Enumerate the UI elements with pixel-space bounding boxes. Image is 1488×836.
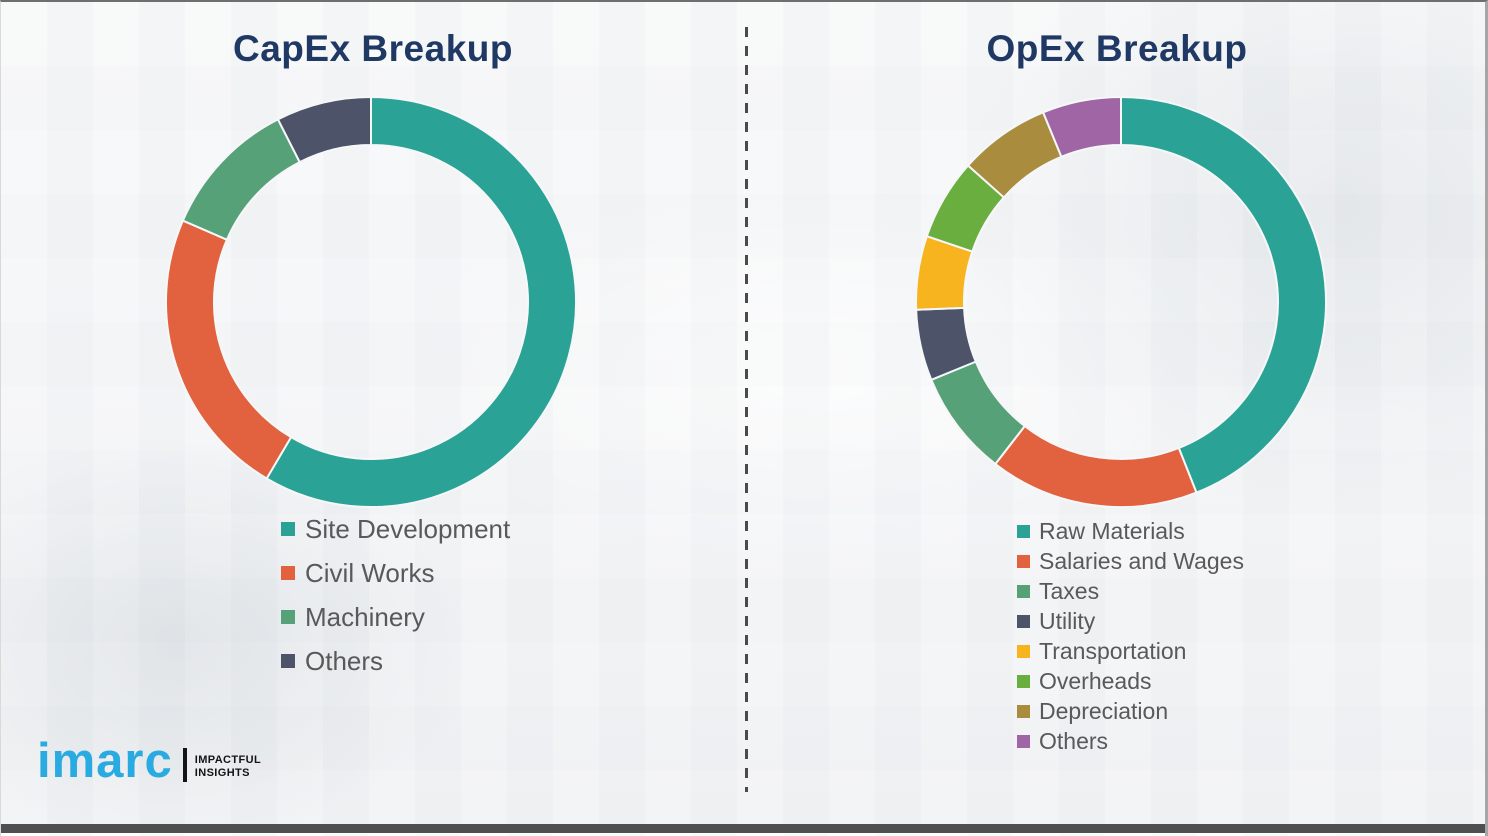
capex-title: CapEx Breakup xyxy=(233,28,513,69)
legend-swatch-others xyxy=(1017,734,1030,748)
legend-label: Transportation xyxy=(1039,638,1187,664)
legend-label: Site Development xyxy=(305,514,511,544)
logo-tagline-line1: IMPACTFUL xyxy=(194,754,262,767)
legend-item-raw-materials: Raw Materials xyxy=(1017,519,1244,543)
imarc-wordmark: imarc xyxy=(37,734,173,788)
legend-item-civil-works: Civil Works xyxy=(281,560,510,586)
legend-label: Salaries and Wages xyxy=(1039,548,1244,574)
donut-segment-machinery xyxy=(181,118,301,241)
capex-panel: CapEx Breakup Site Development Civil Work… xyxy=(1,2,745,824)
legend-label: Taxes xyxy=(1039,578,1100,604)
logo-tagline-line2: INSIGHTS xyxy=(194,767,250,780)
legend-item-others: Others xyxy=(281,648,510,674)
logo-tagline: IMPACTFUL INSIGHTS xyxy=(195,754,261,784)
legend-item-overheads: Overheads xyxy=(1017,669,1244,693)
legend-swatch-salaries-and-wages xyxy=(1017,554,1030,568)
donut-segment-others xyxy=(276,96,372,164)
legend-label: Utility xyxy=(1039,608,1096,634)
legend-swatch-overheads xyxy=(1017,674,1030,688)
legend-swatch-utility xyxy=(1017,614,1030,628)
legend-label: Depreciation xyxy=(1039,698,1169,724)
opex-donut-chart xyxy=(915,96,1327,508)
legend-item-utility: Utility xyxy=(1017,609,1244,633)
opex-title: OpEx Breakup xyxy=(986,28,1248,69)
capex-donut-chart xyxy=(165,96,577,508)
center-dashed-divider xyxy=(745,27,748,792)
legend-swatch-taxes xyxy=(1017,584,1030,598)
opex-legend: Raw Materials Salaries and Wages Taxes Util… xyxy=(1017,519,1244,759)
legend-item-transportation: Transportation xyxy=(1017,639,1244,663)
window-bottom-edge xyxy=(1,824,1485,833)
legend-item-others: Others xyxy=(1017,729,1244,753)
legend-swatch-site-development xyxy=(281,522,295,536)
legend-label: Others xyxy=(305,646,384,676)
legend-swatch-transportation xyxy=(1017,644,1030,658)
donut-segment-site-development xyxy=(265,96,577,508)
legend-label: Machinery xyxy=(305,602,425,632)
legend-swatch-others xyxy=(281,654,295,668)
opex-panel: OpEx Breakup Raw Materials Salaries and W… xyxy=(745,2,1485,824)
legend-swatch-depreciation xyxy=(1017,704,1030,718)
legend-item-salaries-and-wages: Salaries and Wages xyxy=(1017,549,1244,573)
legend-item-depreciation: Depreciation xyxy=(1017,699,1244,723)
legend-swatch-civil-works xyxy=(281,566,295,580)
legend-label: Overheads xyxy=(1039,668,1152,694)
capex-legend: Site Development Civil Works Machinery Othe… xyxy=(281,516,510,692)
donut-segment-salaries-and-wages xyxy=(994,425,1198,508)
logo-divider-bar xyxy=(182,747,187,782)
legend-item-site-development: Site Development xyxy=(281,516,510,542)
legend-item-taxes: Taxes xyxy=(1017,579,1244,603)
legend-swatch-raw-materials xyxy=(1017,524,1030,538)
donut-segment-others xyxy=(1042,96,1122,158)
donut-segment-civil-works xyxy=(165,219,293,480)
donut-segment-raw-materials xyxy=(1120,96,1327,494)
legend-swatch-machinery xyxy=(281,610,295,624)
legend-label: Others xyxy=(1039,728,1109,754)
imarc-logo: imarc IMPACTFUL INSIGHTS xyxy=(37,734,261,788)
legend-item-machinery: Machinery xyxy=(281,604,510,630)
legend-label: Civil Works xyxy=(305,558,435,588)
legend-label: Raw Materials xyxy=(1039,518,1185,544)
